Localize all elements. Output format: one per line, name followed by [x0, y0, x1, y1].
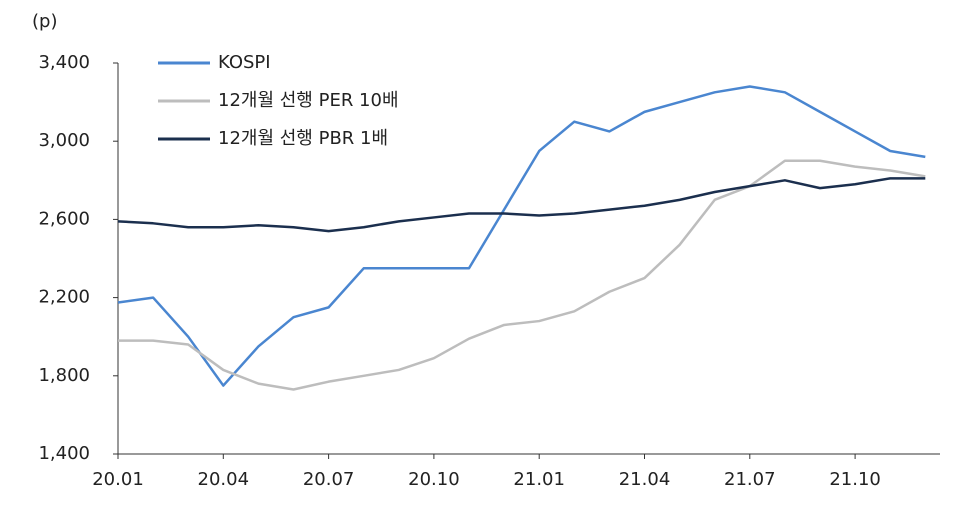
- x-tick-label: 21.07: [724, 469, 776, 490]
- y-tick-label: 3,000: [38, 130, 90, 151]
- x-tick-label: 20.10: [408, 469, 460, 490]
- y-tick-label: 2,200: [38, 287, 90, 308]
- series-line: [117, 177, 926, 233]
- y-unit: (p): [32, 11, 57, 32]
- y-tick-label: 2,600: [38, 208, 90, 229]
- x-tick-label: 21.04: [619, 469, 671, 490]
- x-tick-label: 21.10: [829, 469, 881, 490]
- x-tick-label: 21.01: [513, 469, 565, 490]
- y-tick-label: 1,800: [38, 365, 90, 386]
- legend-label: 12개월 선행 PER 10배: [218, 90, 399, 111]
- x-tick-label: 20.07: [303, 469, 355, 490]
- x-tick-label: 20.04: [198, 469, 250, 490]
- legend-label: KOSPI: [218, 52, 271, 73]
- y-tick-label: 3,400: [38, 52, 90, 73]
- series-line: [117, 85, 926, 387]
- x-tick-label: 20.01: [92, 469, 144, 490]
- series-line: [118, 159, 926, 391]
- legend-label: 12개월 선행 PBR 1배: [218, 128, 388, 149]
- y-tick-label: 1,400: [38, 443, 90, 464]
